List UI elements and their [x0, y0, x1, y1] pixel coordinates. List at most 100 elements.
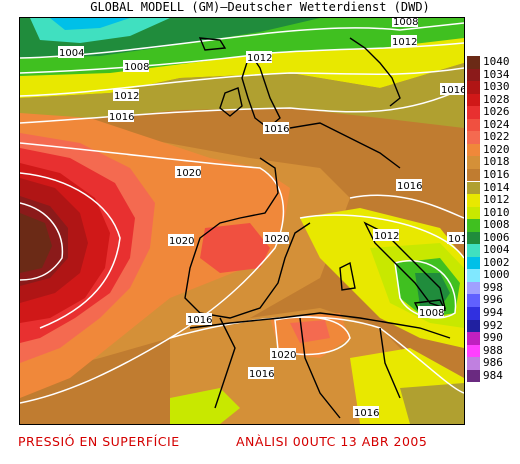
legend-swatch — [467, 81, 480, 94]
isobar-label: 1020 — [263, 232, 289, 245]
legend-label: 1028 — [483, 92, 510, 106]
legend-swatch — [467, 56, 480, 69]
legend-swatch — [467, 369, 480, 383]
field-1006-italy — [415, 273, 450, 308]
isobar-1008-e — [394, 260, 457, 319]
legend-item: 994 — [467, 307, 517, 320]
legend-label: 988 — [483, 343, 503, 357]
border-algeria — [299, 317, 341, 419]
isobar-label: 1016 — [186, 313, 212, 326]
legend-swatch — [467, 156, 480, 169]
isobar-label: 1012 — [391, 35, 417, 48]
isobar-labels: 1004 1008 1012 1016 1012 1016 — [58, 18, 464, 419]
isobar-label: 1016 — [263, 122, 289, 135]
legend-swatch — [467, 256, 480, 270]
legend-swatch — [467, 131, 480, 144]
legend-label: 1014 — [483, 180, 510, 194]
legend-item: 1020 — [467, 143, 517, 157]
legend-item: 992 — [467, 318, 517, 333]
legend-swatch — [467, 344, 480, 358]
legend-swatch — [467, 194, 480, 207]
isobar-1016-s — [169, 316, 464, 394]
legend-swatch — [467, 143, 480, 157]
svg-text:1012: 1012 — [247, 53, 272, 64]
isobar-1004 — [20, 22, 464, 59]
legend-swatch — [467, 294, 480, 307]
field-1022-africa — [290, 320, 330, 343]
svg-text:1016: 1016 — [397, 181, 422, 192]
legend-label: 984 — [483, 368, 503, 382]
field-1014-se — [400, 383, 464, 424]
isobar-label: 1008 — [418, 306, 444, 319]
svg-text:1008: 1008 — [124, 62, 149, 73]
svg-text:1008: 1008 — [393, 18, 418, 28]
legend-label: 996 — [483, 293, 503, 307]
isobar-1012 — [20, 67, 464, 97]
svg-text:1020: 1020 — [169, 236, 194, 247]
legend-item: 1012 — [467, 194, 517, 207]
legend-label: 992 — [483, 318, 503, 332]
legend-label: 1010 — [483, 205, 510, 219]
isobar-1012-e — [299, 214, 464, 259]
coast-north-europe — [289, 122, 401, 169]
legend-swatch — [467, 219, 480, 232]
legend-item: 1006 — [467, 230, 517, 245]
coast-ireland — [219, 87, 243, 117]
isobar-label: 1008 — [392, 18, 418, 28]
legend-label: 1018 — [483, 155, 510, 169]
isobar-label: 101 — [447, 232, 464, 245]
legend-swatch — [467, 231, 480, 245]
legend-item: 988 — [467, 343, 517, 358]
footer-analysis-label: ANÀLISI 00UTC 13 ABR 2005 — [236, 434, 428, 449]
legend-label: 998 — [483, 280, 503, 294]
legend-item: 1024 — [467, 117, 517, 132]
legend-swatch — [467, 281, 480, 295]
coast-scandinavia — [349, 37, 401, 107]
isobar-label: 1020 — [168, 234, 194, 247]
border-morocco — [214, 317, 236, 409]
footer-field-label: PRESSIÓ EN SUPERFÍCIE — [18, 434, 180, 449]
svg-text:1020: 1020 — [264, 234, 289, 245]
coast-north-africa — [189, 312, 451, 339]
legend-label: 986 — [483, 356, 503, 370]
legend-swatch — [467, 168, 480, 182]
legend-label: 1030 — [483, 80, 510, 94]
isobar-label: 1016 — [248, 367, 274, 380]
isobar-1016-e — [349, 194, 464, 219]
legend-swatch — [467, 181, 480, 195]
legend-label: 1006 — [483, 230, 510, 244]
isobar-label: 1016 — [353, 406, 379, 419]
legend-item: 1034 — [467, 68, 517, 82]
legend-label: 1040 — [483, 55, 510, 68]
isobar-1016 — [20, 87, 464, 124]
legend-swatch — [467, 307, 480, 320]
svg-text:1016: 1016 — [187, 315, 212, 326]
isobar-1028 — [20, 172, 121, 329]
legend-label: 1008 — [483, 218, 510, 232]
svg-text:1020: 1020 — [271, 350, 296, 361]
map-title: GLOBAL MODELL (GM)—Deutscher Wetterdiens… — [90, 0, 430, 14]
svg-text:1020: 1020 — [176, 168, 201, 179]
isobar-label: 1008 — [123, 60, 149, 73]
pressure-legend: 1040 1034 1030 1028 1026 1024 1022 1020 1018 1016… — [467, 56, 517, 386]
legend-swatch — [467, 206, 480, 220]
svg-text:1012: 1012 — [392, 37, 417, 48]
isobar-label: 1012 — [246, 51, 272, 64]
svg-text:1016: 1016 — [249, 369, 274, 380]
legend-item: 1010 — [467, 205, 517, 220]
legend-item: 1000 — [467, 269, 517, 282]
legend-swatch — [467, 244, 480, 257]
pressure-map: 1004 1008 1012 1016 1012 1016 — [19, 17, 465, 425]
legend-label: 1022 — [483, 130, 510, 144]
coast-iceland-faroe — [198, 37, 227, 51]
legend-label: 1002 — [483, 255, 510, 269]
legend-swatch — [467, 106, 480, 119]
legend-label: 1024 — [483, 117, 510, 131]
svg-text:1016: 1016 — [354, 408, 379, 419]
isobar-label: 1016 — [396, 179, 422, 192]
coastlines — [184, 37, 451, 419]
legend-item: 1004 — [467, 244, 517, 257]
svg-text:1016: 1016 — [264, 124, 289, 135]
legend-item: 1008 — [467, 219, 517, 232]
legend-label: 1000 — [483, 268, 510, 282]
